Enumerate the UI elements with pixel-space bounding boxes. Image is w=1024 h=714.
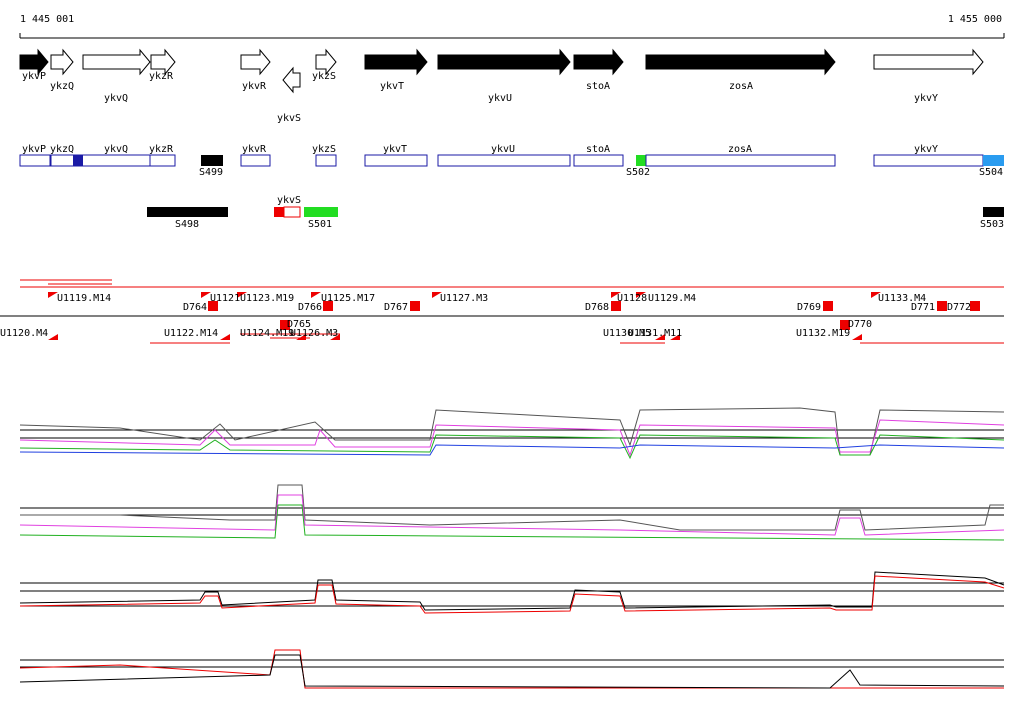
unit-label: U1130.M5: [603, 328, 651, 339]
ruler-start: 1 445 001: [20, 14, 74, 25]
box-label: ykvU: [491, 144, 515, 155]
unit-label: U1121: [210, 293, 240, 304]
gene-label: ykzR: [149, 71, 174, 82]
gene-label: ykzQ: [50, 81, 74, 92]
unit-label: D765: [287, 319, 311, 330]
box-label: ykzQ: [50, 144, 74, 155]
unit-label: U1124.M19: [240, 328, 294, 339]
gene-arrows: [19, 48, 984, 94]
segment-label: S502: [626, 167, 650, 178]
gene-label: stoA: [586, 81, 610, 92]
unit-label: D772: [947, 302, 971, 313]
unit-label: U1125.M17: [321, 293, 375, 304]
expression-profiles: [19, 407, 1005, 689]
unit-label: U1133.M4: [878, 293, 926, 304]
unit-label: U1128: [617, 293, 647, 304]
gene-boxes: ykvP ykzQ ykvQ ykzR ykvR ykzS ykvT ykvU …: [19, 144, 1004, 178]
segment-label: S499: [199, 167, 223, 178]
unit-label: U1120.M4: [0, 328, 48, 339]
box-label: ykzS: [312, 144, 336, 155]
unit-label: D768: [585, 302, 609, 313]
unit-label: U1119.M14: [57, 293, 111, 304]
box-label: ykvR: [242, 144, 267, 155]
box-label: ykvY: [914, 144, 938, 155]
gene-label: ykvT: [380, 81, 404, 92]
unit-label: U1127.M3: [440, 293, 488, 304]
gene-label: ykvU: [488, 93, 512, 104]
unit-label: D771: [911, 302, 935, 313]
feature-gene: ykvS: [277, 195, 301, 206]
transcription-units: U1119.M14 D764 U1121 U1123.M19 D766 U112…: [0, 279, 1004, 344]
feature-label: S503: [980, 219, 1004, 230]
unit-label: D764: [183, 302, 207, 313]
ruler: 1 445 001 1 455 000: [19, 14, 1005, 39]
box-label: stoA: [586, 144, 610, 155]
box-label: ykzR: [149, 144, 174, 155]
unit-label: U1122.M14: [164, 328, 218, 339]
box-label: zosA: [728, 144, 752, 155]
ruler-ticks: [19, 33, 1005, 38]
box-label: ykvT: [383, 144, 407, 155]
gene-label: ykvY: [914, 93, 938, 104]
unit-label: U1131.M11: [628, 328, 682, 339]
unit-label: U1132.M19: [796, 328, 850, 339]
gene-label: ykvP: [22, 71, 46, 82]
ruler-end: 1 455 000: [948, 14, 1002, 25]
feature-label: S498: [175, 219, 199, 230]
unit-label: U1126.M3: [290, 328, 338, 339]
box-label: ykvQ: [104, 144, 128, 155]
gene-label: ykvQ: [104, 93, 128, 104]
box-label: ykvP: [22, 144, 46, 155]
unit-label: D766: [298, 302, 322, 313]
gene-label: ykvR: [242, 81, 267, 92]
gene-labels: ykvP ykzQ ykvQ ykzR ykvR ykvS ykzS ykvT …: [22, 71, 938, 124]
segment-label: S504: [979, 167, 1003, 178]
unit-label: D769: [797, 302, 821, 313]
gene-label: ykvS: [277, 113, 301, 124]
unit-label: D770: [848, 319, 872, 330]
gene-label: ykzS: [312, 71, 336, 82]
gene-label: zosA: [729, 81, 753, 92]
unit-label: U1129.M4: [648, 293, 696, 304]
feature-label: S501: [308, 219, 332, 230]
unit-label: U1123.M19: [240, 293, 294, 304]
unit-label: D767: [384, 302, 408, 313]
features: ykvS S498 S501 S503: [147, 195, 1004, 230]
